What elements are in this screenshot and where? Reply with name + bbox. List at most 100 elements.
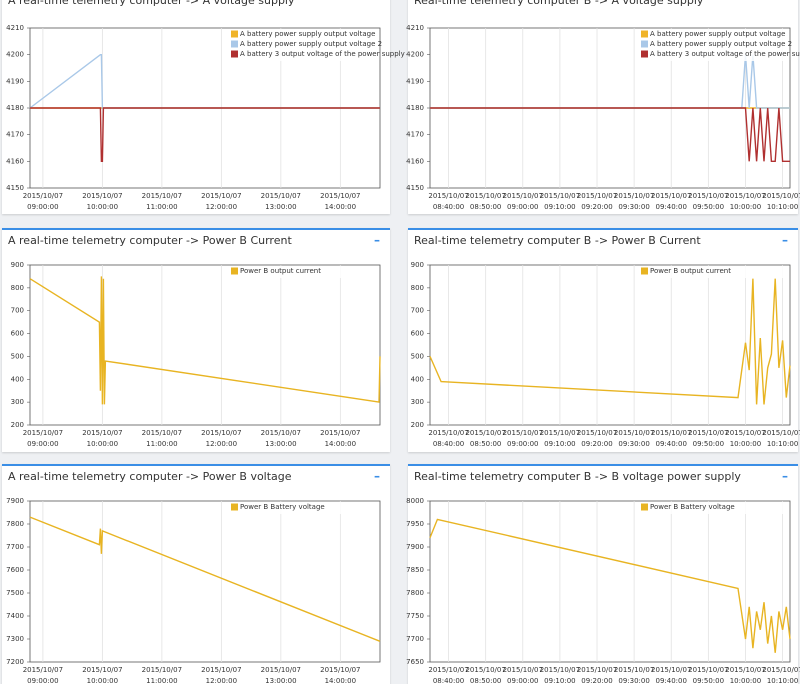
x-tick-label: 2015/10/07 13:00:00 [260, 429, 302, 448]
legend-swatch [231, 30, 238, 38]
x-tick-label: 2015/10/07 10:00:00 [82, 429, 123, 448]
x-tick-label: 2015/10/07 09:00:00 [502, 429, 543, 448]
y-tick-label: 8000 [406, 497, 424, 505]
y-tick-label: 4190 [6, 77, 24, 85]
y-tick-label: 700 [411, 307, 424, 315]
y-tick-label: 800 [411, 284, 424, 292]
y-tick-label: 400 [411, 375, 424, 383]
legend-box [228, 502, 378, 514]
y-tick-label: 7800 [406, 589, 424, 597]
series-line [29, 276, 381, 405]
y-tick-label: 4160 [406, 157, 424, 165]
y-tick-label: 7700 [406, 635, 424, 643]
y-tick-label: 7400 [6, 612, 24, 620]
x-tick-label: 2015/10/07 10:10:00 [762, 192, 800, 211]
x-tick-label: 2015/10/07 08:50:00 [465, 429, 506, 448]
x-tick-label: 2015/10/07 09:00:00 [22, 666, 64, 684]
x-tick-label: 2015/10/07 10:00:00 [725, 429, 766, 448]
legend-swatch [641, 267, 648, 275]
legend-swatch [641, 503, 648, 511]
legend-box [228, 29, 378, 61]
x-tick-label: 2015/10/07 08:40:00 [428, 192, 469, 211]
legend-swatch [231, 267, 238, 275]
y-tick-label: 4180 [406, 104, 424, 112]
y-tick-label: 7900 [406, 543, 424, 551]
x-tick-label: 2015/10/07 09:50:00 [688, 429, 729, 448]
plot-area [429, 500, 791, 663]
series-line [430, 107, 790, 162]
x-tick-label: 2015/10/07 09:20:00 [576, 666, 618, 684]
legend-label: A battery power supply output voltage 2 [650, 40, 792, 48]
x-tick-label: 2015/10/07 13:00:00 [260, 666, 302, 684]
x-tick-label: 2015/10/07 10:00:00 [725, 666, 766, 684]
plot-area [29, 264, 381, 426]
collapse-button[interactable]: – [782, 233, 788, 247]
y-tick-label: 7900 [6, 497, 24, 505]
x-tick-label: 2015/10/07 11:00:00 [141, 666, 183, 684]
panel-title: A real-time telemetry computer -> A volt… [8, 0, 295, 7]
x-tick-label: 2015/10/07 09:20:00 [576, 429, 618, 448]
x-tick-label: 2015/10/07 11:00:00 [141, 192, 183, 211]
collapse-button[interactable]: – [782, 469, 788, 483]
x-tick-label: 2015/10/07 13:00:00 [260, 192, 302, 211]
panel-title: Real-time telemetry computer B -> B volt… [414, 470, 741, 483]
y-tick-label: 7700 [6, 543, 24, 551]
y-tick-label: 7300 [6, 635, 24, 643]
x-tick-label: 2015/10/07 10:00:00 [725, 192, 766, 211]
y-tick-label: 7600 [6, 566, 24, 574]
y-tick-label: 4170 [406, 131, 424, 139]
x-tick-label: 2015/10/07 08:40:00 [428, 666, 469, 684]
y-tick-label: 800 [11, 284, 24, 292]
legend-swatch [231, 40, 238, 48]
legend-box [228, 266, 378, 278]
x-tick-label: 2015/10/07 08:50:00 [465, 666, 506, 684]
x-tick-label: 2015/10/07 11:00:00 [141, 429, 183, 448]
y-tick-label: 7850 [406, 566, 424, 574]
x-tick-label: 2015/10/07 09:20:00 [576, 192, 618, 211]
panel-title: Real-time telemetry computer B -> A volt… [414, 0, 704, 7]
series-line [429, 278, 791, 405]
y-tick-label: 600 [411, 330, 424, 338]
series-line [30, 107, 380, 162]
x-tick-label: 2015/10/07 09:10:00 [539, 192, 581, 211]
y-tick-label: 4150 [406, 184, 424, 192]
legend-label: A battery power supply output voltage [650, 30, 785, 38]
y-tick-label: 600 [11, 330, 24, 338]
panel-title: A real-time telemetry computer -> Power … [8, 234, 292, 247]
x-tick-label: 2015/10/07 09:50:00 [688, 666, 729, 684]
y-tick-label: 4210 [6, 24, 24, 32]
x-tick-label: 2015/10/07 09:00:00 [22, 429, 64, 448]
legend-box [638, 29, 788, 61]
y-tick-label: 300 [11, 398, 24, 406]
legend-box [638, 266, 788, 278]
legend-label: Power B Battery voltage [650, 503, 735, 511]
legend-label: Power B output current [650, 267, 731, 275]
legend-label: Power B Battery voltage [240, 503, 325, 511]
legend-swatch [641, 30, 648, 38]
series-line [29, 516, 381, 642]
y-tick-label: 400 [11, 375, 24, 383]
x-tick-label: 2015/10/07 09:00:00 [502, 192, 543, 211]
panel-title: Real-time telemetry computer B -> Power … [414, 234, 701, 247]
x-tick-label: 2015/10/07 09:30:00 [613, 666, 655, 684]
x-tick-label: 2015/10/07 14:00:00 [320, 666, 361, 684]
x-tick-label: 2015/10/07 09:40:00 [651, 666, 692, 684]
collapse-button[interactable]: – [374, 469, 380, 483]
legend-swatch [231, 50, 238, 58]
y-tick-label: 4160 [6, 157, 24, 165]
y-tick-label: 4170 [6, 131, 24, 139]
legend-label: A battery 3 output voltage of the power … [240, 50, 405, 58]
y-tick-label: 7800 [6, 520, 24, 528]
y-tick-label: 200 [11, 421, 24, 429]
y-tick-label: 4190 [406, 77, 424, 85]
legend-label: A battery 3 output voltage of the power … [650, 50, 800, 58]
x-tick-label: 2015/10/07 12:00:00 [201, 192, 242, 211]
x-tick-label: 2015/10/07 09:40:00 [651, 429, 692, 448]
x-tick-label: 2015/10/07 09:00:00 [22, 192, 64, 211]
collapse-button[interactable]: – [374, 233, 380, 247]
x-tick-label: 2015/10/07 14:00:00 [320, 192, 361, 211]
y-tick-label: 7200 [6, 658, 24, 666]
legend-box [638, 502, 788, 514]
